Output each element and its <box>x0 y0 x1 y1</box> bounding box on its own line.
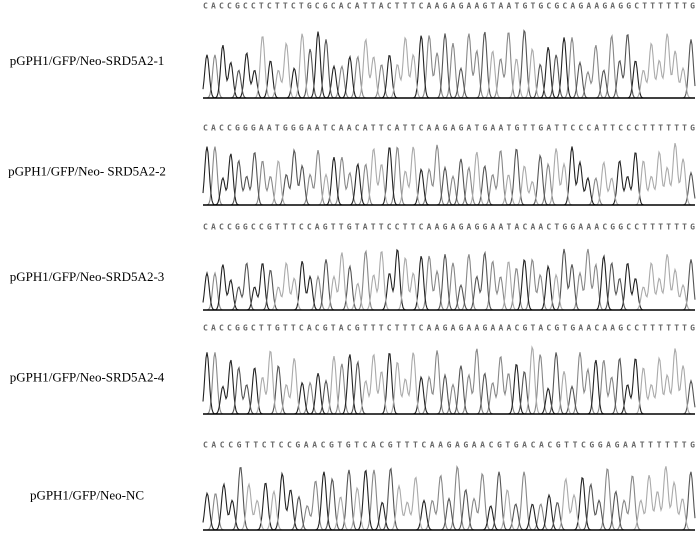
sequence: CACCGGCCGTTTCCAGTTGTATTCCTTCAAGAGAGGAATA… <box>203 223 695 232</box>
trace <box>203 148 696 206</box>
sample-label: pGPH1/GFP/Neo-SRD5A2-3 <box>10 269 165 284</box>
trace <box>203 466 696 531</box>
sequence: CACCGTTCTCCGAACGTGTCACGTTTCAAGAGAACGTGAC… <box>203 441 695 450</box>
sample-label: pGPH1/GFP/Neo- SRD5A2-2 <box>8 163 166 178</box>
sample-label: pGPH1/GFP/Neo-SRD5A2-1 <box>10 53 165 68</box>
sample-label: pGPH1/GFP/Neo-NC <box>30 487 144 502</box>
sequence: CACCGGCTTGTTCACGTACGTTTCTTTCAAGAGAAGAAAC… <box>203 324 695 333</box>
sample-label: pGPH1/GFP/Neo-SRD5A2-4 <box>10 369 165 384</box>
trace <box>203 248 696 311</box>
trace <box>203 29 696 99</box>
trace <box>202 469 695 531</box>
sequence: CACCGGGAATGGGAATCAACATTCATTCAAGAGATGAATG… <box>203 124 695 133</box>
sequence: CACCGCCTCTTCTGCGCACATTACTTTCAAGAGAAGTAAT… <box>203 2 695 11</box>
trace <box>203 352 696 415</box>
